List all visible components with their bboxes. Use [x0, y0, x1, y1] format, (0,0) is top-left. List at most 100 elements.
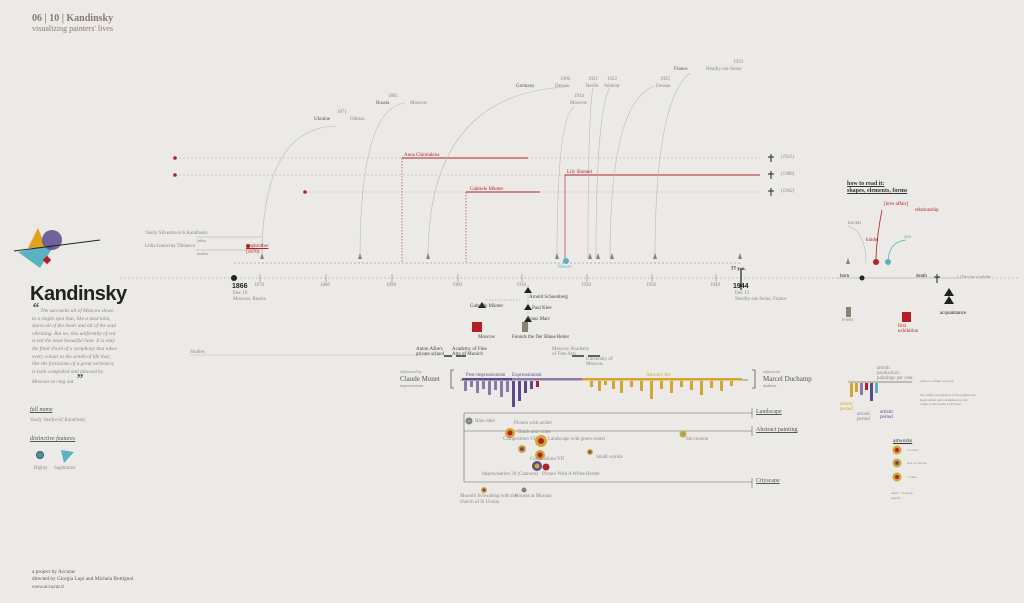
decade-1910: 1910 [516, 283, 526, 288]
place-city: Dessau [555, 84, 570, 89]
event-label: Academy of Fine Arts of Munich [452, 347, 487, 357]
artwork-label: Composition VII [530, 457, 564, 462]
legend-first-exhibition: first exhibition [898, 324, 919, 334]
decade-1880: 1880 [320, 283, 330, 288]
event-label: Moscow [478, 335, 496, 340]
legend-production-desc: the artistic production of the painter h… [920, 393, 976, 406]
style-expressionism: Expressionism [512, 373, 542, 378]
place-city: Neuilly-sur-Seine [706, 67, 742, 72]
legend-title: how to read it: [847, 181, 885, 187]
place-year: 1885 [388, 94, 398, 99]
viewer-label: Viewer [557, 265, 572, 270]
birth-year: 1866 [232, 283, 248, 290]
page-number: 06 | 10 | Kandinsky [32, 13, 114, 24]
event-label: Moscow Academy of Fine Arts [552, 347, 590, 357]
relation-end: (1911) [781, 155, 794, 160]
artwork-markers [465, 417, 687, 493]
death-year: 1944 [733, 283, 749, 290]
place-country: Ukraine [314, 117, 331, 122]
artwork-label: Composition VI [503, 437, 536, 442]
studies-label: Studies [190, 350, 205, 355]
legend-son: son [904, 235, 911, 240]
relation-end: (1962) [781, 189, 795, 194]
place-year: 1871 [337, 110, 347, 115]
influenced-label: influenced [763, 369, 780, 374]
legend-graphics [838, 209, 960, 482]
place-year: 1921 [588, 77, 598, 82]
painter-name: Kandinsky [30, 283, 127, 305]
artwork-label: Black and violet [518, 430, 551, 435]
place-city: Odessa [350, 117, 365, 122]
footer-website[interactable]: www.accurat.it [32, 584, 64, 590]
event-label: Founds the Der Blaue Reiter [512, 335, 570, 340]
theme-abstract: Abstract painting [756, 427, 798, 433]
decade-1900: 1900 [452, 283, 462, 288]
legend-artistic-period: artistic period [857, 412, 871, 422]
place-city: Dessau [656, 84, 671, 89]
legend-production-note: refer to a single artwork [920, 379, 954, 383]
person: Gabriele Münter [470, 304, 504, 309]
artwork-label: Improvisation 30 (Cannons) [482, 472, 539, 477]
place-country: Russia [376, 101, 390, 106]
distinctive-features-icons [36, 450, 74, 463]
father-name: Vasily Silvestrovich Kandinsky [145, 231, 209, 236]
feature-righty: Righty [34, 466, 48, 471]
decade-1920: 1920 [581, 283, 591, 288]
event-label: University of Moscow [586, 357, 613, 367]
relation-end: (1988) [781, 172, 795, 177]
decade-1870: 1870 [254, 283, 264, 288]
place-city: Weimar [604, 84, 620, 89]
legend-artwork-note: dates + artwork palette [891, 491, 913, 500]
legend-artistic-period: artistic period [880, 410, 894, 420]
legend-production-label: artistic production: paintings per year [877, 366, 913, 381]
place-year: 1922 [607, 77, 617, 82]
mother-role: mother [197, 251, 209, 256]
artwork-label: Succession [686, 437, 709, 442]
mother-name: Lidia Ivanovna Tikheeva [145, 244, 195, 249]
legend-subtitle: shapes, elements, forms [847, 188, 908, 194]
theme-cityscape: Cityscape [756, 478, 780, 484]
place-year: 1914 [574, 94, 584, 99]
legend-kinder: kinder [866, 238, 879, 243]
distinctive-features-label: distinctive features [30, 436, 76, 442]
kandinsky-logo [13, 228, 101, 268]
relation-name: Anna Chimiakina [404, 153, 440, 158]
legend-death: death [916, 274, 927, 279]
footer-directors: directed by Giorgia Lupi and Michela But… [32, 576, 134, 582]
artwork-label: Houses at Murnau [515, 494, 552, 499]
place-year: 1925 [660, 77, 670, 82]
style-abstract-art: Abstract Art [646, 373, 671, 378]
full-name-value: Vasily Vasilyevič Kandinsky [30, 418, 86, 423]
decade-1940: 1940 [710, 283, 720, 288]
influenced-style: dadaism [763, 383, 777, 388]
artwork-label: Small worlds [596, 455, 623, 460]
legend-artwork-note: 7 sales [907, 475, 917, 479]
decade-1890: 1890 [386, 283, 396, 288]
place-country: Germany [516, 84, 535, 89]
legend-date-note: [ ] Date not available [957, 274, 991, 279]
birth-place: Moscow, Russia [233, 297, 266, 302]
full-name-label: full name [30, 407, 53, 413]
influenced-by-label: influenced by [400, 369, 422, 374]
relation-name: Lily Shomel [567, 170, 592, 175]
place-city: Moscow [570, 101, 588, 106]
legend-event: event [842, 318, 853, 323]
death-date: Dec 13 [735, 291, 750, 296]
place-city: Moscow [410, 101, 428, 106]
age-at-death: 77 y. o. [731, 267, 746, 272]
moscow-event-marker [472, 322, 482, 332]
artwork-label: Moonlit Schwabing with the church of St … [460, 494, 518, 505]
legend-travels: travels [848, 221, 862, 226]
painter-quote: “ The sun melts all of Moscow down to a … [32, 301, 117, 388]
influenced-by-name: Claude Monet [400, 375, 440, 383]
legend-relationship: relationship [915, 208, 939, 213]
page-subtitle: visualizing painters' lives [32, 24, 113, 33]
legend-love-affair: [love affair] [884, 202, 908, 207]
birth-marker [231, 275, 237, 281]
person: Franz Marc [527, 317, 551, 322]
birth-date: Dec 16 [233, 291, 248, 296]
artwork-label: Picture With A White Border [542, 472, 600, 477]
sibling: stepbrother [246, 244, 269, 249]
relation-name: Gabriele Münter [470, 187, 504, 192]
